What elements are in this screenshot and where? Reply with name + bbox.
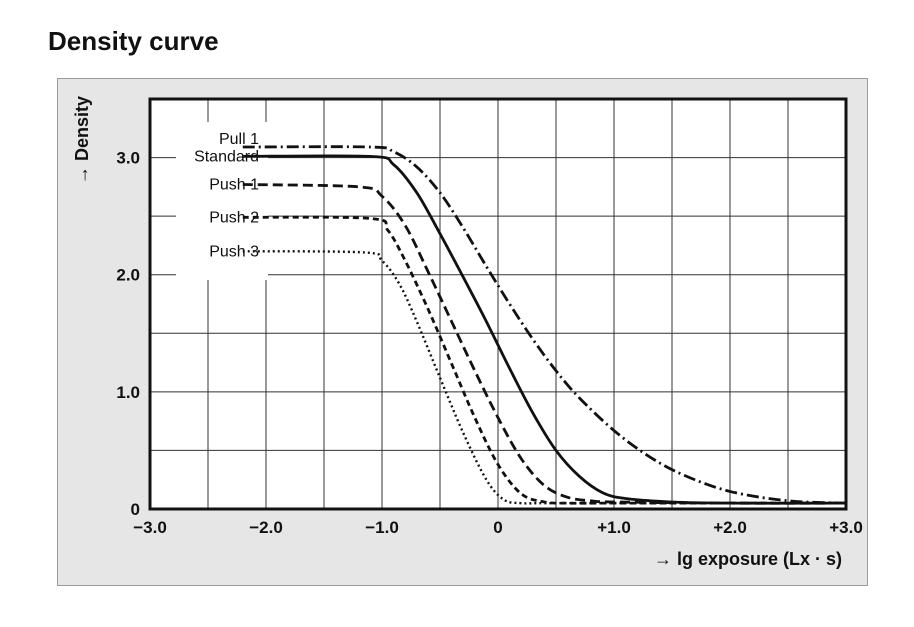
y-tick-label: 3.0 (116, 149, 140, 168)
series-line-pull-1 (242, 145, 847, 505)
x-tick-label: −2.0 (249, 518, 283, 537)
y-tick-label: 2.0 (116, 266, 140, 285)
x-tick-label: −1.0 (365, 518, 399, 537)
plot-area (148, 97, 848, 511)
y-tick-label: 1.0 (116, 383, 140, 402)
x-tick-label: +2.0 (713, 518, 747, 537)
legend-label: Push 3 (209, 243, 259, 260)
y-axis-label: → Density (72, 96, 92, 184)
y-tick-label: 0 (131, 500, 140, 519)
legend-label: Standard (194, 148, 259, 165)
series-line-push-3 (242, 250, 846, 505)
series-lines (242, 145, 847, 505)
legend-label: Pull 1 (219, 131, 259, 148)
series-line-push-1 (242, 183, 847, 505)
axis-ticks: −3.0 −2.0 −1.0 0 +1.0 +2.0 +3.0 0 1.0 2.0 3.0 (116, 149, 862, 537)
grid (150, 99, 846, 509)
x-axis-label: → lg exposure (Lx · s) (654, 549, 842, 569)
x-tick-label: +3.0 (829, 518, 863, 537)
x-tick-label: 0 (493, 518, 502, 537)
x-tick-label: −3.0 (133, 518, 167, 537)
series-line-push-2 (242, 215, 846, 505)
page-title: Density curve (48, 26, 219, 56)
legend-label: Push 1 (209, 177, 259, 194)
legend-label: Push 2 (209, 209, 259, 226)
x-tick-label: +1.0 (597, 518, 631, 537)
